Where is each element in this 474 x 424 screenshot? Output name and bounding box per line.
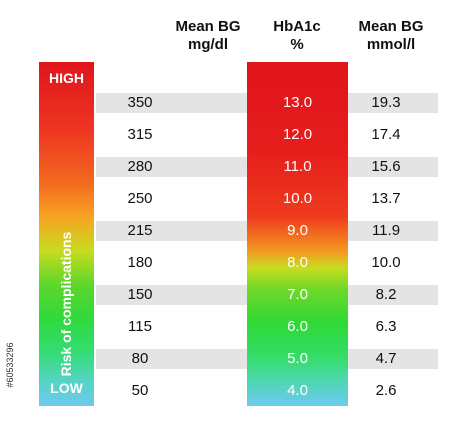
header-hba1c-line1: HbA1c <box>273 18 321 35</box>
risk-high-label: HIGH <box>49 70 84 86</box>
mgdl-value: 280 <box>127 158 153 175</box>
header-mgdl-line2: mg/dl <box>188 36 228 53</box>
header-mmol: Mean BG mmol/l <box>336 18 446 54</box>
mmol-value: 6.3 <box>375 318 397 335</box>
header-mmol-line2: mmol/l <box>366 36 416 53</box>
mgdl-value: 50 <box>131 382 149 399</box>
mgdl-value: 350 <box>127 94 153 111</box>
mmol-value: 4.7 <box>375 350 397 367</box>
mgdl-value: 180 <box>127 254 153 271</box>
mgdl-value: 250 <box>127 190 153 207</box>
hba1c-value: 4.0 <box>287 382 308 399</box>
hba1c-value: 5.0 <box>287 350 308 367</box>
header-mgdl-line1: Mean BG <box>175 18 241 35</box>
risk-axis-label: Risk of complications <box>58 231 74 377</box>
hba1c-gradient-column: 13.0 12.0 11.0 10.0 9.0 8.0 7.0 6.0 5.0 4.0 <box>247 62 348 406</box>
mgdl-value: 215 <box>127 222 153 239</box>
mmol-value: 2.6 <box>375 382 397 399</box>
hba1c-value: 10.0 <box>282 190 313 207</box>
header-hba1c: HbA1c % <box>242 18 352 54</box>
mmol-value: 15.6 <box>371 158 401 175</box>
header-hba1c-line2: % <box>290 36 304 53</box>
hba1c-value: 7.0 <box>287 286 308 303</box>
hba1c-value: 12.0 <box>282 126 313 143</box>
mmol-value: 11.9 <box>371 222 401 239</box>
mmol-value: 8.2 <box>375 286 397 303</box>
mgdl-value: 315 <box>127 126 153 143</box>
risk-gradient-bar: HIGH Risk of complications LOW <box>39 62 94 406</box>
header-mmol-line1: Mean BG <box>358 18 424 35</box>
mmol-value: 13.7 <box>371 190 401 207</box>
header-mgdl: Mean BG mg/dl <box>153 18 263 54</box>
mgdl-value: 80 <box>131 350 149 367</box>
mmol-value: 10.0 <box>371 254 401 271</box>
risk-low-label: LOW <box>50 380 83 396</box>
hba1c-value: 8.0 <box>287 254 308 271</box>
hba1c-value: 6.0 <box>287 318 308 335</box>
image-credit: #60533296 <box>5 342 15 388</box>
hba1c-value: 11.0 <box>283 158 312 175</box>
mmol-value: 17.4 <box>371 126 401 143</box>
mmol-value: 19.3 <box>371 94 401 111</box>
hba1c-value: 13.0 <box>282 94 313 111</box>
mgdl-value: 115 <box>128 318 152 335</box>
mgdl-value: 150 <box>127 286 153 303</box>
hba1c-value: 9.0 <box>287 222 308 239</box>
